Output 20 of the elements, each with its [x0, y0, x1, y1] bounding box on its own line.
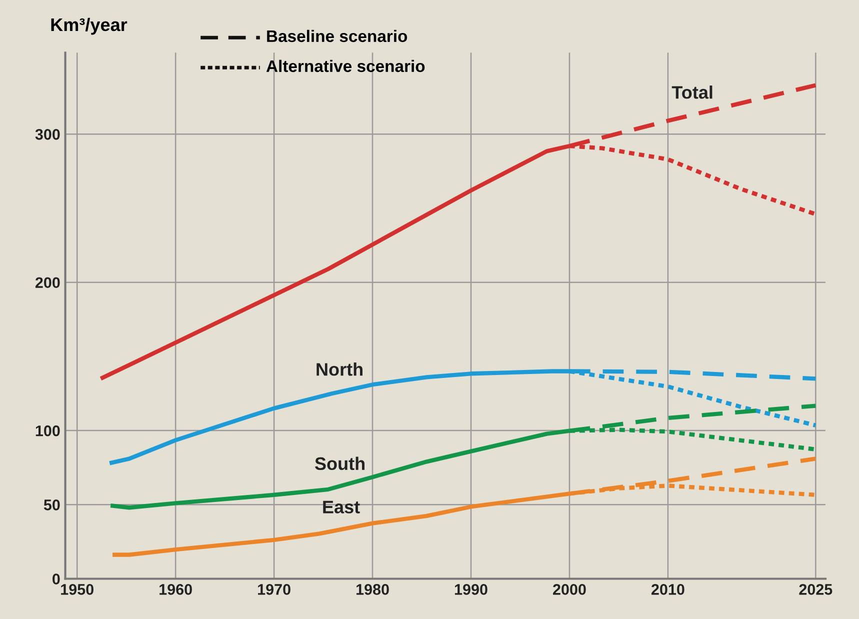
series-label: South	[314, 456, 364, 470]
y-tick-label: 300	[35, 129, 60, 140]
x-tick-label: 2025	[799, 584, 832, 595]
y-tick-label: 100	[36, 425, 60, 436]
y-tick-label: 200	[35, 277, 60, 288]
x-tick-label: 2000	[553, 584, 586, 595]
series-label: Total	[672, 86, 712, 99]
series-label: East	[323, 500, 360, 514]
x-tick-label: 2010	[651, 584, 684, 595]
x-tick-label: 1950	[61, 584, 94, 595]
x-tick-label: 1970	[258, 584, 290, 595]
y-tick-label: 0	[52, 574, 60, 584]
text: Baseline scenario	[267, 30, 408, 42]
y-axis-title: Km³/year	[51, 18, 128, 35]
annotation: Alternative scenario	[266, 60, 425, 72]
y-tick-label: 50	[44, 500, 60, 510]
x-tick-label: 1960	[160, 584, 192, 595]
series-label: North	[316, 362, 362, 376]
x-tick-label: 1980	[356, 584, 389, 595]
x-tick-label: 1990	[454, 584, 488, 595]
